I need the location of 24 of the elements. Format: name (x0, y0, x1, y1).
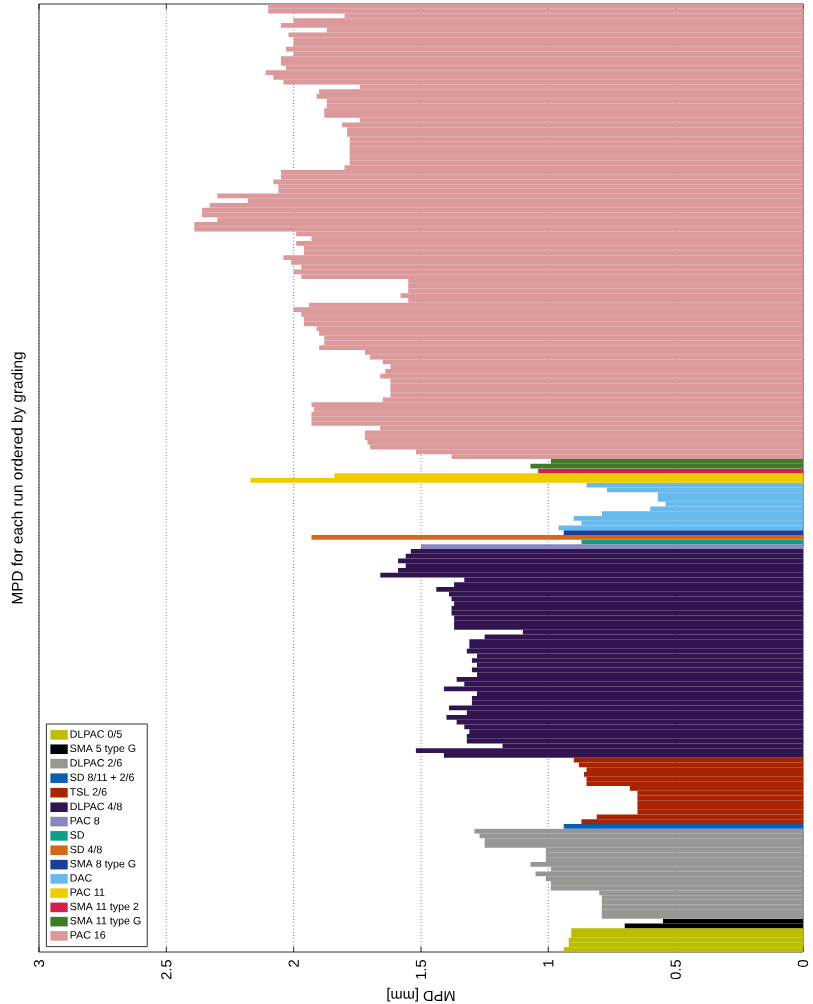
legend-label: SD 4/8 (70, 845, 102, 854)
legend-label: PAC 16 (70, 931, 106, 939)
legend-label: DLPAC 2/6 (70, 758, 122, 767)
legend-label: DLPAC 0/5 (70, 729, 122, 738)
legend-label: SD (70, 831, 85, 839)
legend-label: DAC (70, 874, 92, 882)
text: MPD for each run ordered by grading (11, 352, 26, 604)
legend-label: SMA 11 type 2 (70, 902, 139, 913)
x-axis-title: MPD [mm] (387, 987, 455, 1002)
legend-label: SD 8/11 + 2/6 (70, 773, 134, 782)
x-tick-label: 0.5 (670, 960, 681, 980)
x-tick-label: 3 (33, 960, 45, 967)
legend-label: DLPAC 4/8 (70, 802, 122, 811)
x-tick-label: 1 (543, 960, 554, 967)
legend-label: PAC 11 (70, 888, 105, 896)
x-tick-label: 2 (288, 960, 299, 967)
x-tick-label: 1.5 (415, 960, 427, 979)
legend-label: SMA 8 type G (70, 859, 136, 870)
legend-label: SMA 11 type G (70, 916, 141, 927)
legend-label: PAC 8 (70, 816, 100, 825)
legend-label: TSL 2/6 (69, 787, 107, 796)
x-tick-label: 2.5 (161, 960, 172, 980)
x-tick-label: 0 (797, 959, 809, 967)
legend-label: SMA 5 type G (70, 744, 136, 755)
